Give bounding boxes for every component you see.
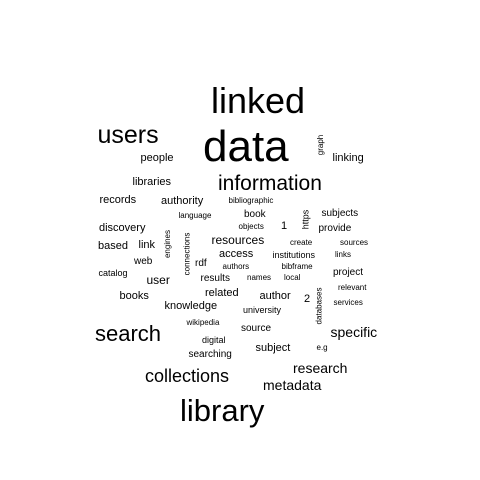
word-book: book	[244, 209, 266, 220]
word-related: related	[205, 286, 239, 299]
word-access: access	[219, 247, 254, 260]
word-create: create	[290, 238, 313, 247]
word-subject: subject	[255, 341, 291, 354]
word-specific: specific	[330, 324, 378, 340]
word-digital: digital	[202, 334, 226, 345]
word-project: project	[333, 267, 364, 278]
word-institutions: institutions	[272, 249, 316, 260]
word-databases: databases	[313, 287, 323, 325]
word-sources: sources	[340, 238, 369, 247]
word-provide: provide	[318, 223, 352, 234]
word-web: web	[134, 256, 153, 267]
word-resources: resources	[211, 233, 265, 247]
word-links: links	[335, 250, 352, 259]
word-authors: authors	[222, 262, 250, 271]
word-based: based	[98, 239, 128, 252]
word-authority: authority	[161, 194, 204, 207]
word-link: link	[138, 238, 156, 251]
word-objects: objects	[238, 222, 264, 231]
word-relevant: relevant	[338, 283, 367, 292]
word-catalog: catalog	[98, 267, 128, 278]
word-users: users	[97, 120, 159, 149]
word-source: source	[241, 323, 272, 334]
word-graph: graph	[316, 134, 326, 156]
word-services: services	[333, 298, 363, 307]
word-search: search	[95, 321, 162, 346]
word-metadata: metadata	[263, 377, 322, 393]
word-discovery: discovery	[99, 221, 146, 234]
word-connections: connections	[181, 232, 191, 276]
word-https: https	[300, 209, 311, 229]
word-rdf: rdf	[195, 258, 207, 269]
word-books: books	[119, 289, 149, 302]
word-engines: engines	[163, 229, 173, 259]
word-subjects: subjects	[321, 208, 359, 219]
word-author: author	[259, 289, 291, 302]
word-names: names	[247, 273, 272, 282]
word-searching: searching	[188, 349, 232, 360]
word-people: people	[140, 151, 174, 164]
word-linking: linking	[332, 151, 364, 164]
word-2: 2	[304, 292, 311, 305]
word-collections: collections	[145, 366, 230, 386]
word-records: records	[99, 193, 137, 206]
word-bibliographic: bibliographic	[228, 196, 274, 205]
word-results: results	[200, 273, 230, 284]
word-libraries: libraries	[132, 175, 172, 188]
word-wikipedia: wikipedia	[186, 318, 220, 327]
word-linked: linked	[211, 80, 306, 121]
word-university: university	[243, 304, 282, 315]
word-local: local	[284, 273, 301, 282]
word-data: data	[203, 122, 289, 171]
word-bibframe: bibframe	[281, 262, 313, 271]
word-information: information	[218, 171, 322, 195]
word-research: research	[293, 360, 348, 376]
word-library: library	[180, 392, 265, 428]
word-language: language	[178, 211, 212, 220]
word-1: 1	[281, 219, 288, 232]
word-e-g: e.g	[316, 343, 328, 352]
word-user: user	[146, 273, 170, 287]
word-knowledge: knowledge	[164, 299, 218, 312]
